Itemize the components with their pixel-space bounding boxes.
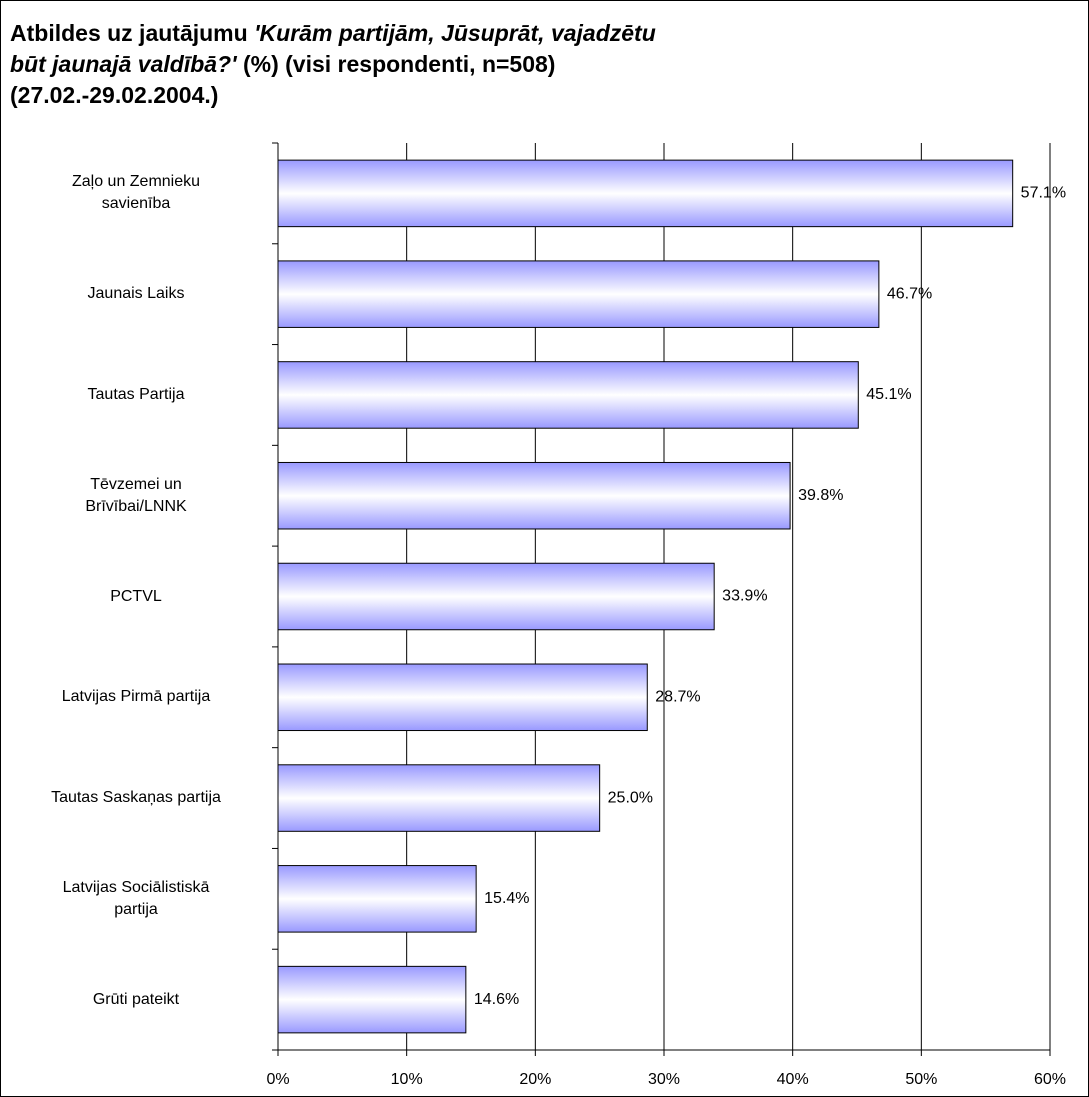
value-label: 14.6% (474, 991, 519, 1008)
y-tick-label: Tautas Saskaņas partija (51, 789, 221, 807)
x-tick-label: 10% (391, 1071, 423, 1088)
y-tick-label: PCTVL (110, 587, 162, 605)
y-tick-label: Zaļo un Zemnieku savienība (71, 173, 201, 213)
title-segment: 'Kurām partijām, Jūsuprāt, vajadzētu (254, 20, 656, 46)
x-tick-label: 30% (648, 1071, 680, 1088)
bar (277, 260, 880, 328)
x-tick-label: 40% (777, 1071, 809, 1088)
value-label: 39.8% (798, 487, 843, 504)
bar (277, 562, 715, 631)
y-tick-label: Latvijas Sociālistiskā partija (62, 878, 210, 918)
bar (277, 865, 477, 933)
x-tick-label: 60% (1034, 1071, 1066, 1088)
bar (277, 965, 467, 1034)
bar (277, 361, 859, 429)
y-tick-label: Tēvzemei un Brīvībai/LNNK (85, 475, 187, 515)
bar (277, 764, 601, 832)
value-label: 28.7% (655, 688, 700, 705)
x-tick-label: 0% (266, 1071, 289, 1088)
title-segment: Atbildes uz jautājumu (10, 20, 255, 46)
value-label: 45.1% (866, 386, 911, 403)
y-tick-label: Latvijas Pirmā partija (61, 688, 211, 706)
value-label: 33.9% (722, 588, 767, 605)
chart-title: Atbildes uz jautājumu 'Kurām partijām, J… (10, 18, 656, 111)
value-label: 46.7% (887, 285, 932, 302)
bar (277, 461, 791, 530)
x-tick-label: 50% (905, 1071, 937, 1088)
y-tick-label: Tautas Partija (87, 385, 185, 403)
value-label: 25.0% (608, 789, 653, 806)
bar (277, 159, 1014, 228)
bar (277, 663, 648, 732)
title-segment: (%) (visi respondenti, n=508) (236, 51, 556, 77)
value-label: 15.4% (484, 890, 529, 907)
value-label: 57.1% (1021, 185, 1066, 202)
title-segment: būt jaunajā valdībā?' (10, 51, 237, 77)
y-tick-label: Jaunais Laiks (87, 285, 185, 303)
title-segment: (27.02.-29.02.2004.) (10, 82, 219, 108)
y-tick-label: Grūti pateikt (92, 990, 180, 1008)
x-tick-label: 20% (519, 1071, 551, 1088)
